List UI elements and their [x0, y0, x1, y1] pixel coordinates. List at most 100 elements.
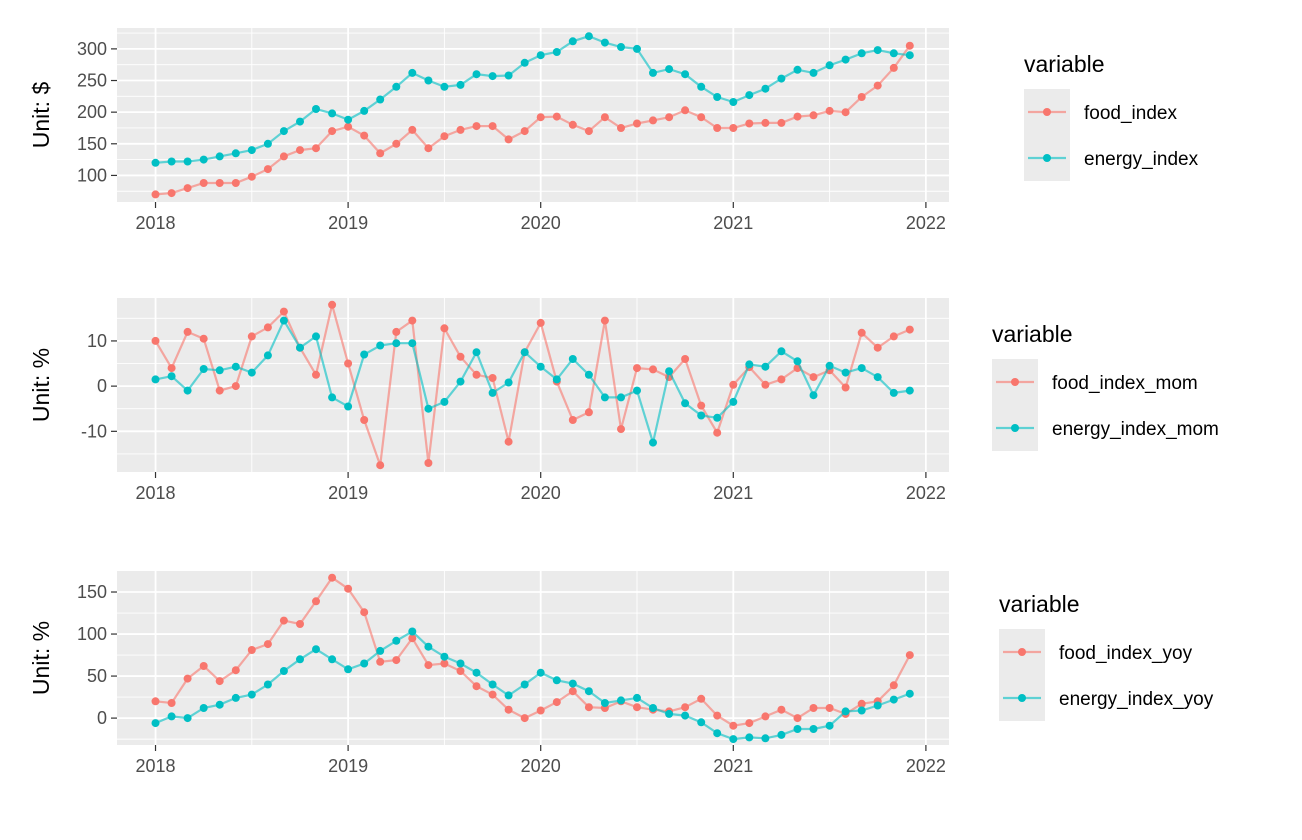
- x-axis-ticks: 2018 2019 2020 2021 2022: [135, 202, 946, 233]
- data-point: [697, 694, 706, 703]
- x-tick-label: 2019: [328, 756, 368, 776]
- data-point: [344, 402, 353, 411]
- data-point: [488, 374, 497, 382]
- data-point: [889, 63, 898, 72]
- data-point: [360, 416, 369, 424]
- data-point: [167, 189, 176, 198]
- data-point: [424, 404, 433, 413]
- data-point: [456, 667, 465, 675]
- data-point: [279, 152, 288, 161]
- data-point: [424, 76, 433, 85]
- data-point: [649, 438, 657, 447]
- data-point: [681, 70, 690, 79]
- data-point: [745, 119, 754, 128]
- x-axis-ticks: 2018 2019 2020 2021 2022: [135, 745, 946, 776]
- data-point: [440, 397, 449, 406]
- data-point: [392, 82, 401, 91]
- legend-title: variable: [999, 591, 1080, 617]
- data-point: [247, 646, 256, 654]
- data-point: [424, 144, 433, 153]
- data-point: [873, 81, 882, 90]
- data-point: [247, 146, 256, 155]
- data-point: [279, 127, 288, 136]
- data-point: [568, 416, 577, 424]
- data-point: [279, 667, 288, 675]
- data-point: [183, 386, 192, 395]
- data-point: [889, 681, 898, 690]
- data-point: [681, 711, 690, 720]
- data-point: [488, 122, 497, 131]
- data-point: [488, 72, 497, 81]
- data-point: [713, 124, 722, 132]
- data-point: [777, 705, 786, 714]
- x-tick-label: 2019: [328, 213, 368, 233]
- data-point: [376, 149, 385, 158]
- legend: variable food_index_mom energy_index_mom: [992, 321, 1219, 451]
- data-point: [151, 697, 160, 706]
- data-point: [568, 120, 577, 129]
- data-point: [857, 328, 866, 337]
- data-point: [600, 316, 609, 325]
- data-point: [408, 316, 417, 325]
- data-point: [456, 125, 465, 134]
- data-point: [793, 357, 802, 366]
- data-point: [568, 37, 577, 46]
- data-point: [889, 332, 898, 341]
- data-point: [440, 82, 449, 91]
- data-point: [649, 116, 657, 125]
- legend-key-point: [1043, 154, 1051, 162]
- data-point: [199, 334, 208, 343]
- data-point: [889, 388, 898, 397]
- data-point: [520, 127, 529, 136]
- data-point: [729, 98, 738, 106]
- legend-key-point: [1043, 108, 1051, 116]
- data-point: [263, 351, 272, 360]
- data-point: [552, 676, 561, 685]
- data-point: [456, 352, 465, 361]
- data-point: [649, 365, 657, 374]
- legend-label: energy_index: [1084, 149, 1199, 170]
- data-point: [312, 370, 320, 379]
- data-point: [729, 380, 738, 389]
- data-point: [376, 341, 385, 350]
- data-point: [440, 324, 449, 333]
- data-point: [263, 640, 272, 649]
- series-energy_index_yoy: [151, 627, 914, 744]
- data-point: [761, 118, 770, 127]
- data-point: [857, 93, 866, 101]
- data-point: [328, 573, 337, 582]
- data-point: [183, 327, 192, 336]
- data-point: [825, 721, 834, 730]
- data-point: [809, 111, 818, 120]
- data-point: [247, 690, 256, 699]
- data-point: [231, 382, 240, 391]
- data-point: [167, 699, 176, 707]
- data-point: [536, 362, 545, 371]
- legend-label: food_index_mom: [1052, 373, 1198, 394]
- y-axis-label: Unit: %: [28, 348, 54, 422]
- data-point: [697, 82, 706, 91]
- data-point: [392, 656, 401, 665]
- data-point: [761, 380, 770, 389]
- data-point: [857, 699, 866, 708]
- data-point: [247, 332, 256, 341]
- data-point: [841, 108, 850, 117]
- data-point: [552, 112, 561, 121]
- data-point: [809, 704, 818, 712]
- data-point: [809, 391, 818, 400]
- data-point: [440, 659, 449, 668]
- data-point: [809, 68, 818, 77]
- grid-minor: [117, 28, 949, 202]
- data-point: [633, 386, 641, 395]
- data-point: [408, 125, 417, 134]
- data-point: [809, 373, 818, 382]
- data-point: [151, 719, 160, 728]
- data-point: [584, 32, 593, 41]
- data-point: [151, 158, 160, 167]
- data-point: [376, 461, 385, 470]
- data-point: [633, 693, 641, 702]
- data-point: [472, 370, 481, 379]
- data-point: [328, 300, 337, 309]
- x-tick-label: 2019: [328, 483, 368, 503]
